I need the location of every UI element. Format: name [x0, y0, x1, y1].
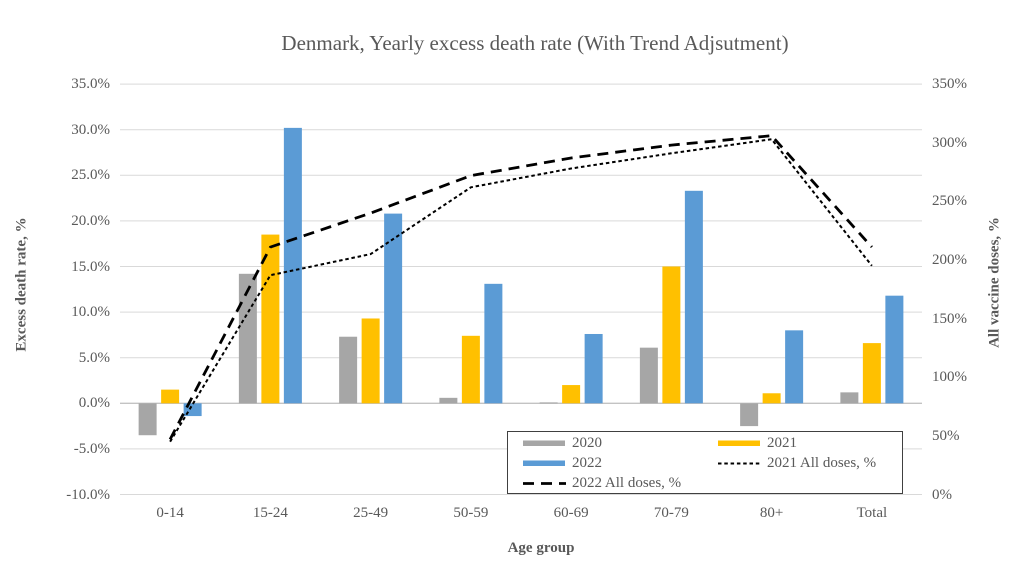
legend-item-2021-all-doses-: 2021 All doses, %: [716, 453, 876, 473]
bar-2022-70-79: [684, 190, 703, 404]
y-tick-label: 100%: [932, 369, 967, 386]
y-tick-label: 350%: [932, 76, 967, 93]
chart-title: Denmark, Yearly excess death rate (With …: [281, 31, 789, 55]
bar-2021-60-69: [562, 385, 581, 404]
x-tick-label-80+: 80+: [759, 505, 784, 521]
legend-item-2022-all-doses-: 2022 All doses, %: [521, 473, 681, 493]
y-tick-label: 150%: [932, 310, 967, 327]
legend-item-2020: 2020: [521, 433, 602, 453]
x-axis-title: Age group: [507, 540, 575, 556]
right-axis-title: All vaccine doses, %: [986, 217, 1003, 348]
y-tick-label: 250%: [932, 193, 967, 210]
bar-2020-0-14: [138, 403, 157, 436]
x-tick-label-50-59: 50-59: [453, 505, 489, 521]
bar-2020-Total: [840, 392, 859, 404]
bar-2020-60-69: [539, 402, 558, 404]
x-tick-label-60-69: 60-69: [553, 505, 589, 521]
bar-2020-50-59: [439, 397, 458, 404]
legend: 2020 2021 2022 2021 All doses, % 2022 All do…: [507, 431, 903, 494]
y-tick-label: 50%: [932, 427, 960, 444]
y-tick-label: 15.0%: [71, 258, 110, 275]
y-tick-label: 5.0%: [78, 349, 110, 366]
x-tick-label-25-49: 25-49: [353, 505, 389, 521]
legend-line-swatch: [523, 482, 566, 485]
legend-item-2022: 2022: [521, 453, 602, 473]
legend-label: 2020: [572, 434, 602, 451]
y-tick-label: 25.0%: [71, 167, 110, 184]
legend-line-swatch: [718, 462, 761, 465]
legend-bar-swatch: [523, 460, 565, 466]
bar-2022-50-59: [484, 283, 503, 404]
line-2021-all-doses-: [169, 138, 873, 443]
y-tick-label: -10.0%: [66, 486, 110, 503]
legend-label: 2022 All doses, %: [572, 474, 682, 491]
bar-2021-0-14: [161, 389, 180, 404]
y-tick-label: 300%: [932, 134, 967, 151]
bar-2022-80+: [785, 330, 804, 404]
x-tick-label-0-14: 0-14: [156, 505, 184, 521]
legend-bar-swatch: [718, 440, 760, 446]
left-axis-title: Excess death rate, %: [13, 217, 30, 352]
bar-2021-25-49: [361, 318, 380, 404]
y-tick-label: 20.0%: [71, 212, 110, 229]
legend-label: 2022: [572, 454, 602, 471]
bar-2021-70-79: [662, 266, 681, 404]
bar-2022-25-49: [384, 213, 403, 404]
x-tick-label-70-79: 70-79: [653, 505, 689, 521]
legend-bar-swatch: [523, 440, 565, 446]
bar-2020-70-79: [639, 347, 658, 404]
legend-label: 2021 All doses, %: [767, 454, 877, 471]
line-2022-all-doses-: [168, 134, 873, 441]
y-tick-label: 30.0%: [71, 121, 110, 138]
x-tick-label-Total: Total: [856, 505, 888, 521]
bar-2021-50-59: [461, 335, 480, 404]
bar-2021-15-24: [261, 234, 280, 404]
x-tick-label-15-24: 15-24: [252, 505, 288, 521]
legend-item-2021: 2021: [716, 433, 797, 453]
y-tick-label: 35.0%: [71, 76, 110, 93]
bar-2020-25-49: [339, 336, 358, 404]
y-tick-label: 10.0%: [71, 304, 110, 321]
bar-2021-80+: [762, 393, 781, 404]
bar-2021-Total: [862, 343, 881, 404]
bar-2022-15-24: [283, 127, 302, 404]
y-tick-label: 0.0%: [78, 395, 110, 412]
bar-2020-80+: [740, 403, 759, 427]
y-tick-label: 200%: [932, 251, 967, 268]
y-tick-label: 0%: [932, 486, 952, 503]
legend-label: 2021: [767, 434, 797, 451]
bar-2022-60-69: [584, 333, 603, 404]
y-tick-label: -5.0%: [73, 440, 110, 457]
bar-2022-Total: [885, 295, 904, 404]
